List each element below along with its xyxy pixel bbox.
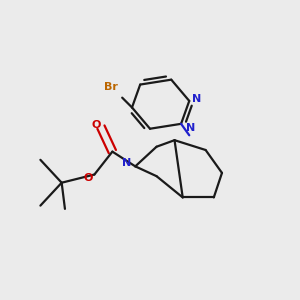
Text: N: N xyxy=(122,158,132,168)
Text: O: O xyxy=(91,121,101,130)
Text: N: N xyxy=(186,123,196,133)
Text: O: O xyxy=(83,173,92,183)
Text: Br: Br xyxy=(104,82,118,92)
Text: N: N xyxy=(192,94,201,104)
